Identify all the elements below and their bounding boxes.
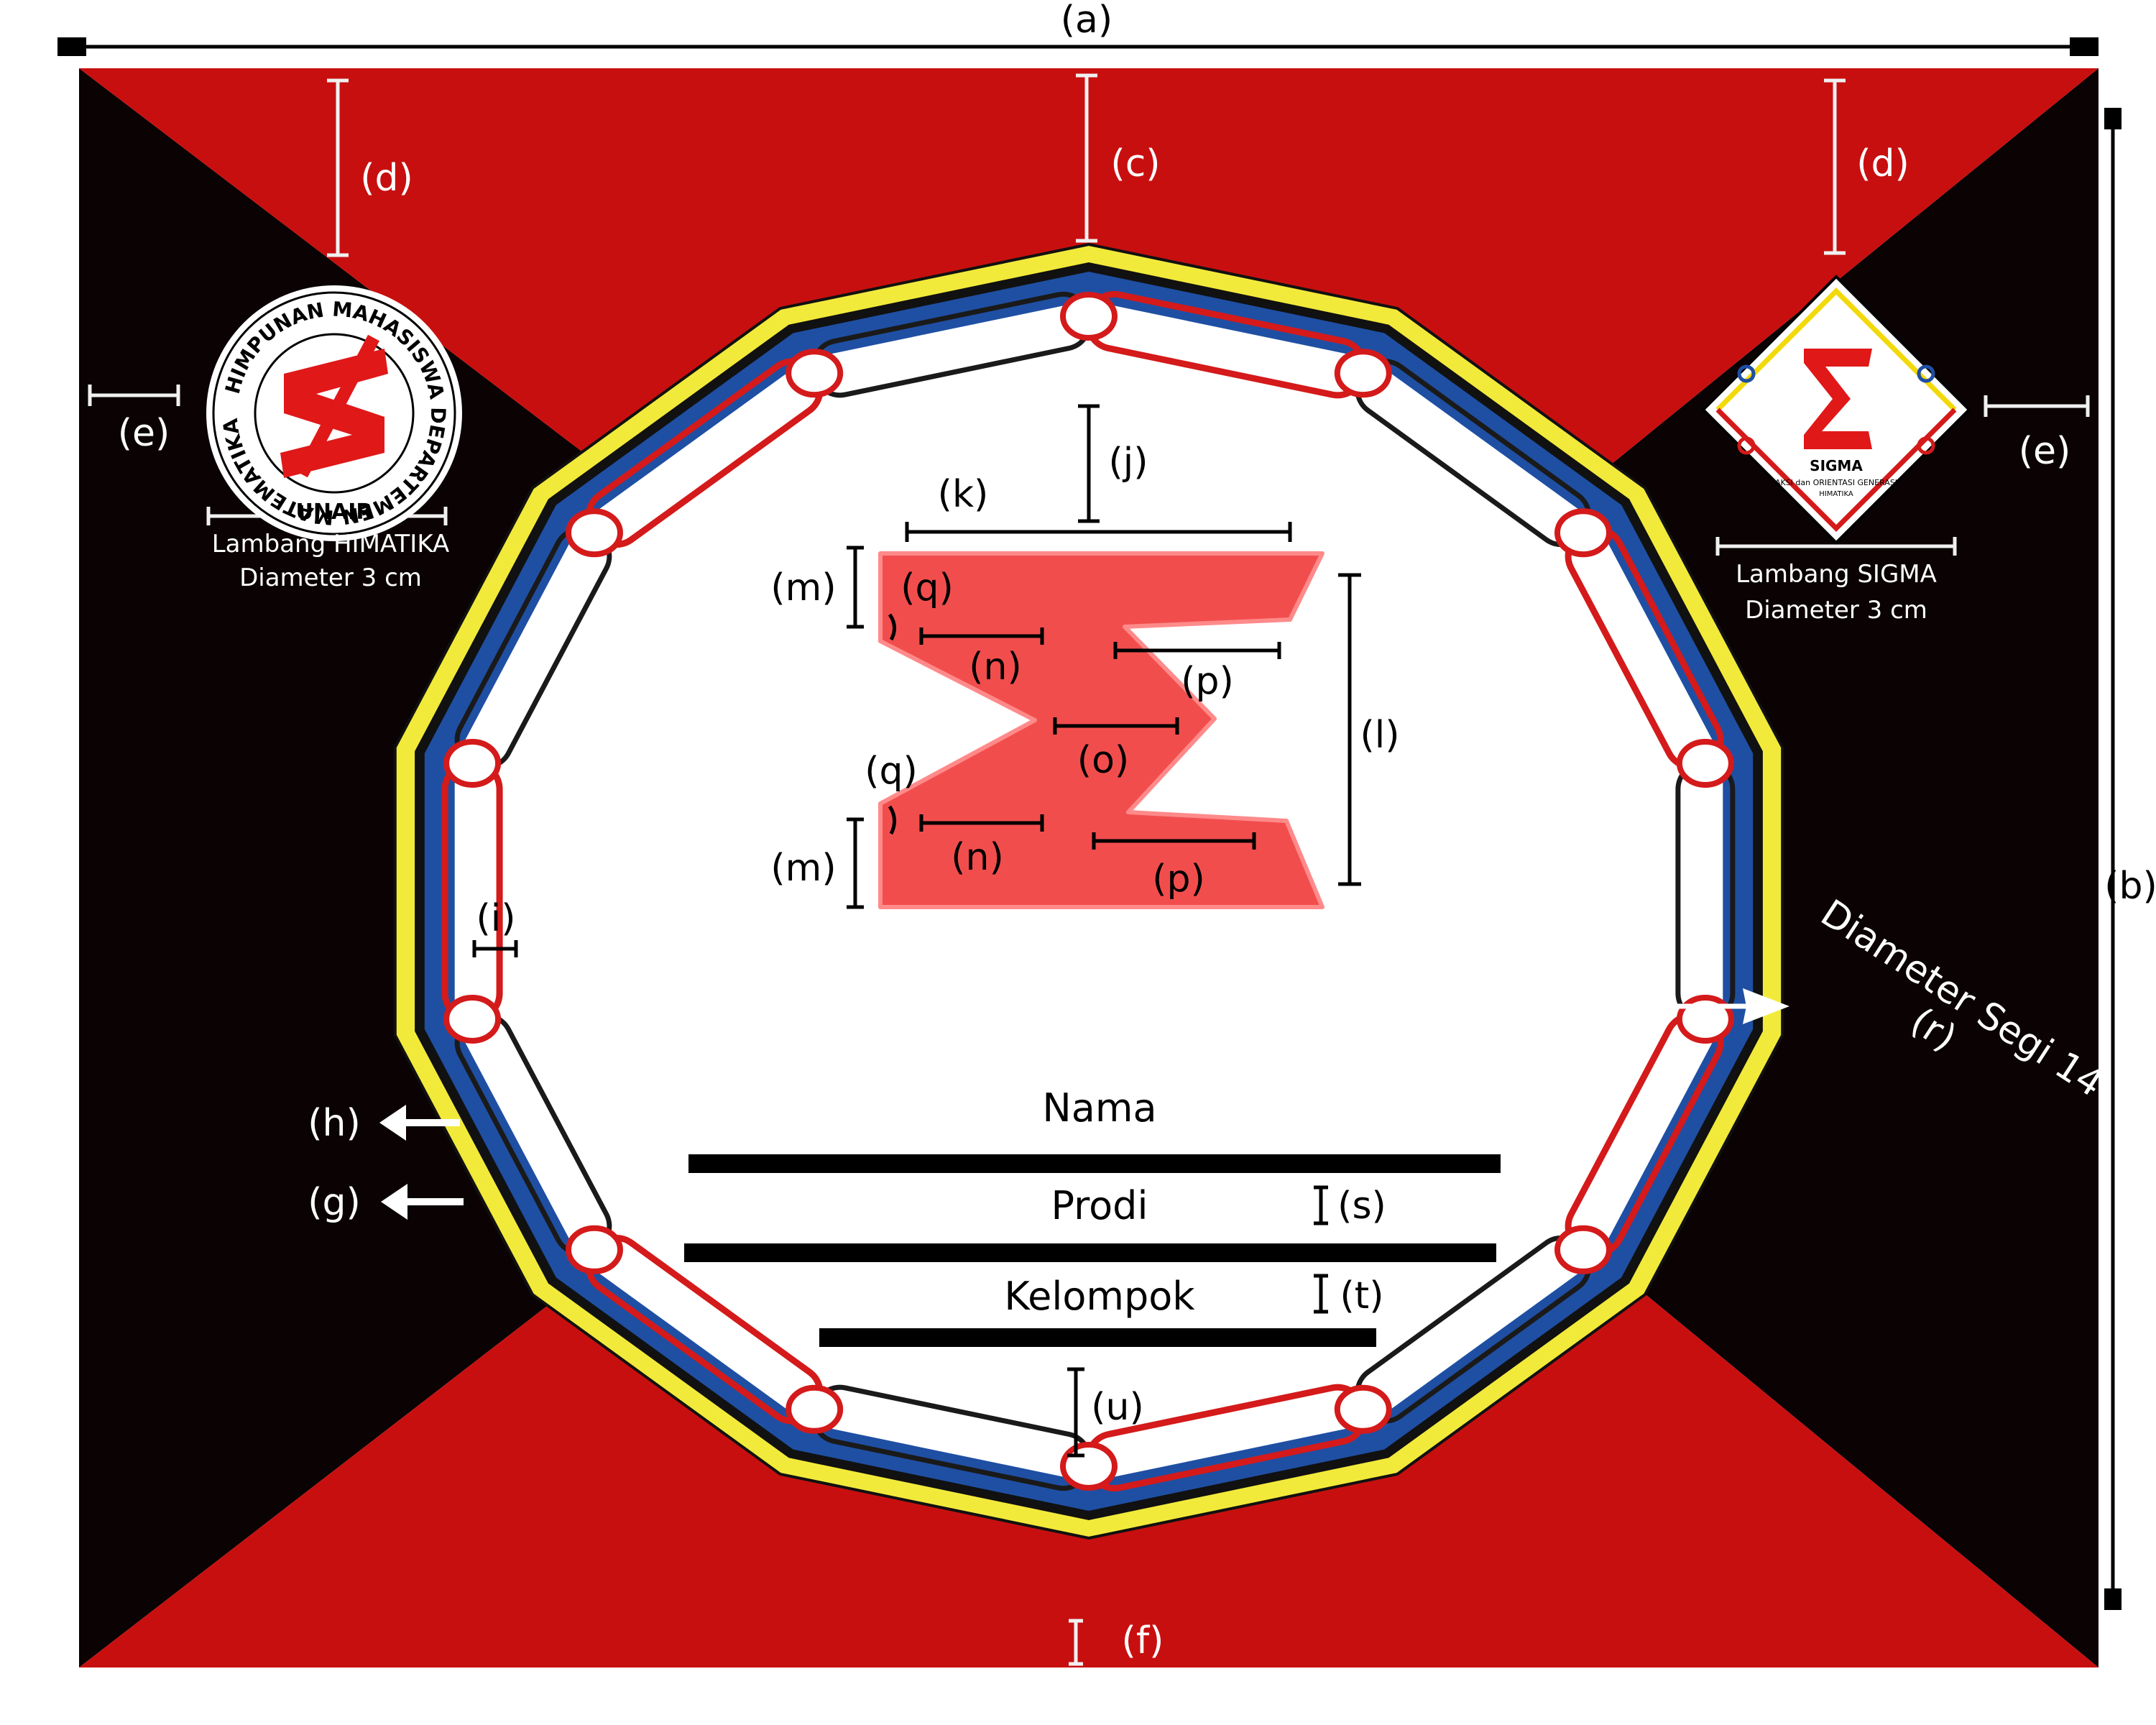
dim-label-m-top: (m) xyxy=(770,566,836,610)
himatika-bottom-text: UNAIR xyxy=(296,500,373,525)
dim-label-p-top: (p) xyxy=(1181,660,1234,703)
dim-label-a: (a) xyxy=(1061,0,1112,42)
dim-b-cap-top xyxy=(2104,108,2122,129)
dim-label-t: (t) xyxy=(1340,1274,1384,1317)
sigma-logo-dot xyxy=(1737,436,1756,455)
sigma-logo-title: SIGMA xyxy=(1810,457,1863,474)
dim-label-d-left: (d) xyxy=(360,157,413,200)
sigma-logo-subtitle2: HIMATIKA xyxy=(1819,490,1853,498)
dim-label-e-right: (e) xyxy=(2019,430,2071,473)
dim-label-h: (h) xyxy=(308,1102,361,1145)
sigma-logo: SIGMA AKSI dan ORIENTASI GENERASI HIMATI… xyxy=(1701,275,1971,545)
arrow-h-head xyxy=(379,1105,406,1141)
sigma-logo-symbol xyxy=(1804,349,1872,449)
chain-joint xyxy=(566,508,623,558)
himatika-logo: HIMPUNAN MAHASISWA DEPARTEMEN MATEMATIKA… xyxy=(206,285,462,541)
dimension-lines xyxy=(57,37,2122,1610)
sigma-logo-dot xyxy=(1917,364,1935,383)
kelompok-label: Kelompok xyxy=(1004,1274,1195,1319)
arrows xyxy=(379,988,1789,1220)
dim-label-g: (g) xyxy=(308,1181,361,1224)
arrow-g-head xyxy=(381,1184,407,1220)
dim-label-j: (j) xyxy=(1108,441,1148,484)
dim-label-p-bottom: (p) xyxy=(1152,857,1205,901)
himatika-logo-inner-border xyxy=(254,333,415,494)
sigma-caption-1: Lambang SIGMA xyxy=(1736,560,1937,589)
chain-joint xyxy=(786,349,844,398)
dim-label-f: (f) xyxy=(1122,1619,1164,1662)
dim-q-top-arc xyxy=(888,613,896,641)
dim-label-c: (c) xyxy=(1110,142,1160,185)
chain-joint xyxy=(1060,1442,1118,1491)
chain-joint xyxy=(1554,1225,1612,1274)
dim-q-bottom-arc xyxy=(888,805,896,835)
himatika-caption-1: Lambang HIMATIKA xyxy=(212,530,450,558)
dim-label-k: (k) xyxy=(938,473,989,516)
prodi-label: Prodi xyxy=(1051,1183,1148,1228)
himatika-logo-ring-border xyxy=(212,291,456,535)
dim-label-m-bottom: (m) xyxy=(770,847,836,890)
chain-joint xyxy=(443,995,502,1044)
dim-label-q-bottom: (q) xyxy=(865,750,918,793)
chain-joint xyxy=(1334,349,1392,398)
dim-label-s: (s) xyxy=(1337,1184,1386,1228)
himatika-emblem-slash xyxy=(296,334,379,478)
dim-label-u: (u) xyxy=(1091,1386,1144,1429)
sigma-symbol xyxy=(878,551,1325,909)
dim-label-n-top: (n) xyxy=(969,645,1022,689)
dim-label-d-right: (d) xyxy=(1856,142,1909,185)
chain-joint xyxy=(566,1225,623,1274)
dim-label-b: (b) xyxy=(2104,865,2156,908)
chain-joint xyxy=(1554,508,1612,558)
sigma-logo-dot xyxy=(1737,364,1756,383)
sigma-logo-subtitle: AKSI dan ORIENTASI GENERASI xyxy=(1775,478,1897,487)
kelompok-line xyxy=(819,1328,1376,1347)
dim-b-cap-bottom xyxy=(2104,1588,2122,1610)
chain-joint xyxy=(1060,292,1118,341)
chain-joint xyxy=(1334,1384,1392,1434)
prodi-line xyxy=(684,1243,1496,1262)
dim-label-i: (i) xyxy=(476,897,515,940)
dim-label-n-bottom: (n) xyxy=(951,836,1004,879)
dim-a-cap-right xyxy=(2070,37,2099,56)
sigma-logo-red-edge xyxy=(1715,408,1957,532)
nama-line xyxy=(688,1154,1501,1173)
chain-joint xyxy=(1676,739,1734,788)
nama-label: Nama xyxy=(1042,1085,1156,1131)
dim-a-cap-left xyxy=(57,37,86,56)
sigma-caption-2: Diameter 3 cm xyxy=(1745,596,1927,625)
chain-joint xyxy=(786,1384,844,1434)
dim-label-e-left: (e) xyxy=(118,412,170,455)
sigma-logo-dot xyxy=(1917,436,1935,455)
sigma-logo-yellow-edge xyxy=(1715,288,1957,412)
diameter-arrow-head xyxy=(1743,988,1789,1024)
dim-label-l: (l) xyxy=(1360,714,1399,757)
dim-label-o: (o) xyxy=(1077,739,1129,782)
chain-joint xyxy=(443,739,502,788)
himatika-caption-2: Diameter 3 cm xyxy=(239,564,422,592)
dim-label-q-top: (q) xyxy=(900,566,954,610)
chain-links xyxy=(441,290,1736,1492)
